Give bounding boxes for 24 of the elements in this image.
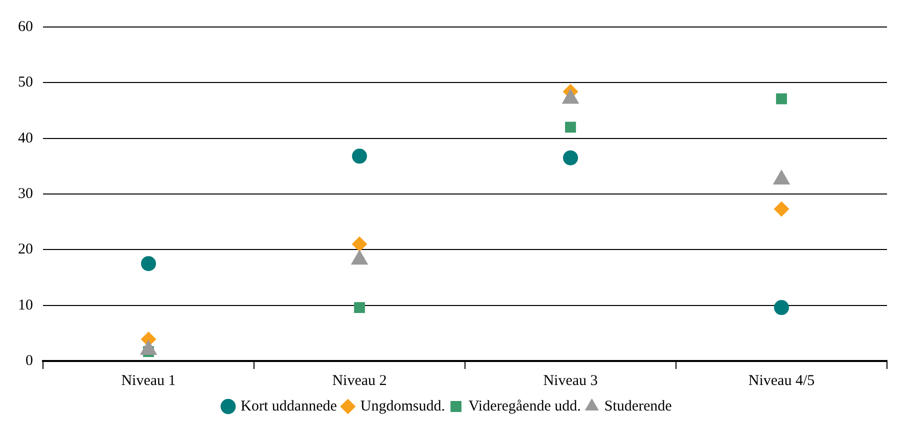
y-tick-label: 0 [26, 352, 33, 369]
legend-label: Studerende [604, 398, 672, 414]
y-tick-label: 60 [18, 18, 33, 35]
y-tick-label: 40 [18, 130, 33, 146]
y-tick-label: 20 [18, 242, 33, 258]
y-tick-label: 10 [18, 297, 33, 314]
y-tick-label: 50 [18, 74, 33, 91]
point [774, 300, 789, 316]
x-tick-label: Niveau 2 [332, 372, 387, 389]
point [352, 236, 367, 252]
point [776, 93, 787, 104]
x-tick-label: Niveau 1 [121, 372, 176, 389]
point [563, 150, 578, 166]
point [141, 256, 156, 272]
point [352, 148, 367, 164]
y-tick-label: 30 [18, 186, 33, 202]
point [774, 202, 789, 217]
legend-label: Videregående udd. [468, 398, 581, 414]
legend-label: Ungdomsudd. [360, 398, 445, 414]
x-tick-label: Niveau 3 [543, 372, 598, 389]
point [354, 302, 365, 314]
x-tick-label: Niveau 4/5 [748, 372, 815, 389]
point [565, 122, 576, 133]
legend-label: Kort uddannede [240, 398, 338, 414]
